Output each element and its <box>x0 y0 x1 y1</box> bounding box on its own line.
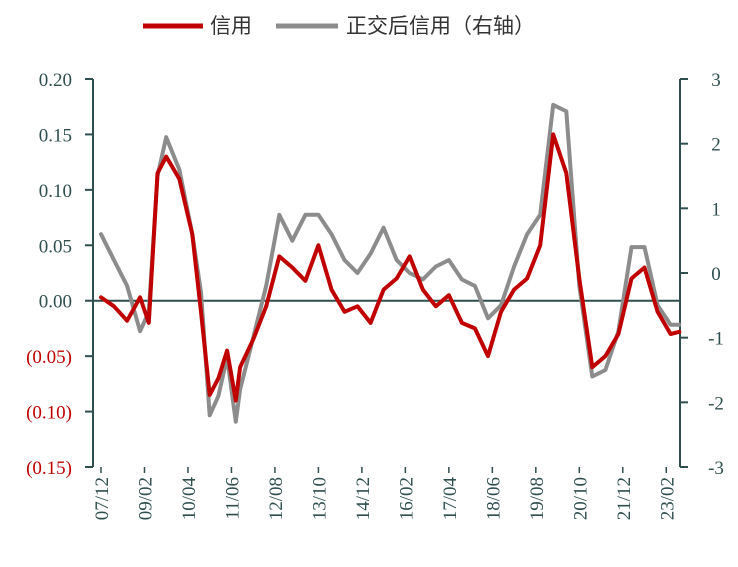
series-line-orthogonal-credit <box>99 102 682 424</box>
x-tick-label: 07/12 <box>92 477 113 520</box>
axes <box>92 79 681 467</box>
left-tick-label: 0.05 <box>39 236 72 257</box>
right-tick-label: -3 <box>708 458 724 479</box>
left-axis-ticks: 0.20 0.15 0.10 0.05 0.00 (0.05) (0.10) (0.15) <box>26 70 93 479</box>
right-axis-ticks: 3 2 1 0 -1 -2 -3 <box>680 70 724 479</box>
x-tick-label: 18/06 <box>483 477 504 520</box>
x-tick-label: 09/02 <box>135 477 156 520</box>
left-tick-label: 0.10 <box>39 181 72 202</box>
x-axis-ticks: 07/12 09/02 10/04 11/06 12/08 13/10 14/12 16/02… <box>92 467 678 520</box>
x-tick-label: 20/10 <box>570 477 591 520</box>
legend-item-credit-label: 信用 <box>210 14 252 38</box>
x-tick-label: 14/12 <box>353 477 374 520</box>
left-tick-label: 0.15 <box>39 125 72 146</box>
right-tick-label: 2 <box>711 135 721 156</box>
x-tick-label: 16/02 <box>396 477 417 520</box>
left-tick-label: 0.00 <box>39 292 72 313</box>
x-tick-label: 13/10 <box>309 477 330 520</box>
series-line-credit <box>99 132 682 403</box>
right-tick-label: 0 <box>711 264 721 285</box>
x-tick-label: 11/06 <box>222 477 243 520</box>
left-tick-label: 0.20 <box>39 70 72 91</box>
right-tick-label: 3 <box>711 70 721 91</box>
x-tick-label: 23/02 <box>657 477 678 520</box>
right-tick-label: -1 <box>708 329 724 350</box>
left-tick-label: (0.05) <box>26 347 72 368</box>
x-tick-label: 21/12 <box>614 477 635 520</box>
right-tick-label: 1 <box>711 199 721 220</box>
legend-item-orthogonal-credit-label: 正交后信用（右轴） <box>346 14 535 38</box>
x-tick-label: 10/04 <box>179 477 200 521</box>
x-tick-label: 12/08 <box>266 477 287 520</box>
left-tick-label: (0.15) <box>26 458 72 479</box>
x-tick-label: 19/08 <box>527 477 548 520</box>
x-tick-label: 17/04 <box>440 477 461 521</box>
legend: 信用 正交后信用（右轴） <box>143 14 535 38</box>
right-tick-label: -2 <box>708 393 724 414</box>
series-layer <box>99 102 682 424</box>
left-tick-label: (0.10) <box>26 403 72 424</box>
